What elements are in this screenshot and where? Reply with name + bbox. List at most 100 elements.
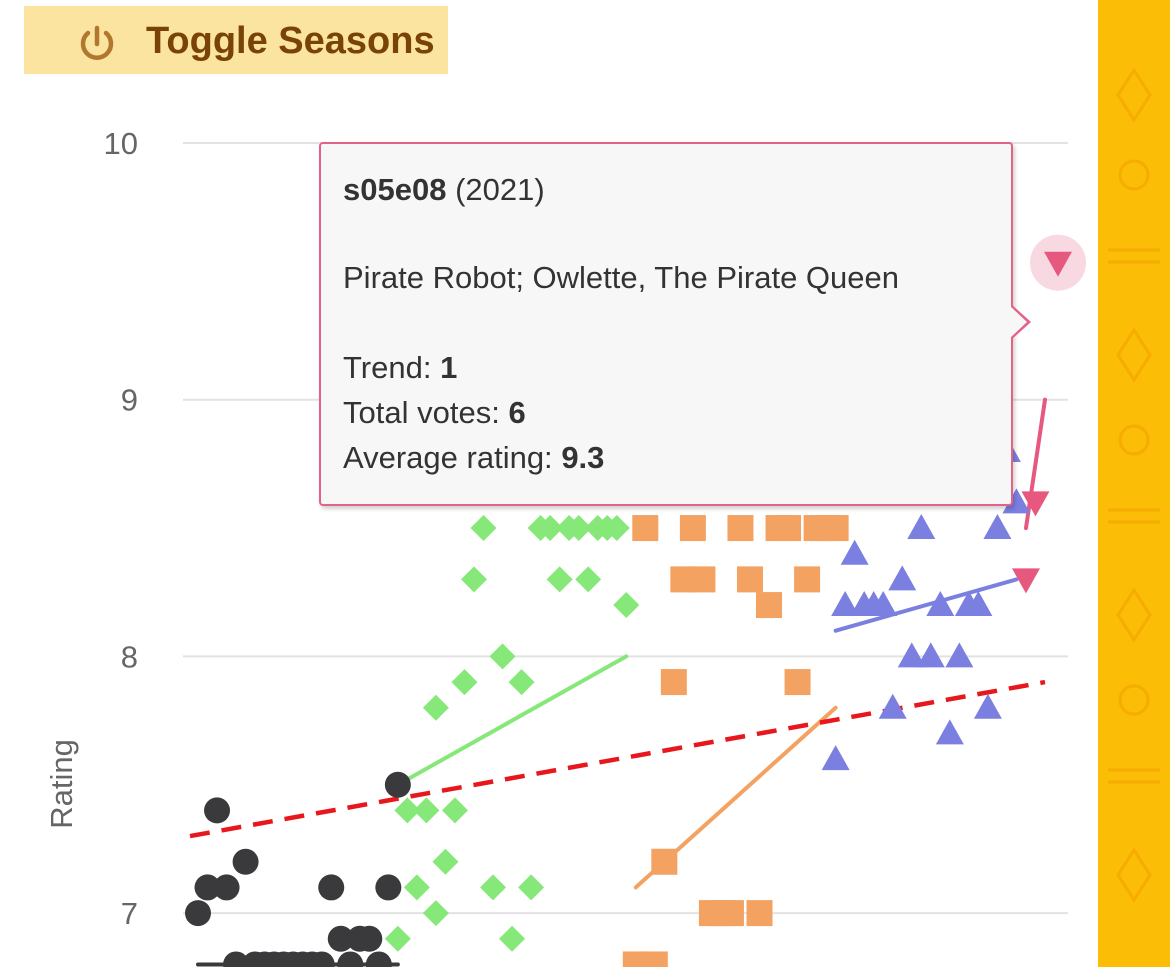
season-1-point[interactable]	[384, 771, 411, 798]
season-2-point[interactable]	[451, 669, 478, 696]
season-3-point[interactable]	[641, 951, 668, 967]
season-4-point[interactable]	[831, 591, 860, 617]
season-2-point[interactable]	[413, 797, 440, 824]
tooltip-avg-label: Average rating:	[343, 440, 553, 475]
episode-tooltip: s05e08 (2021) Pirate Robot; Owlette, The…	[319, 142, 1031, 506]
season-4-point[interactable]	[840, 539, 869, 565]
tooltip-votes: Total votes: 6	[343, 395, 526, 431]
season-2-point[interactable]	[422, 900, 449, 927]
tooltip-trend-label: Trend:	[343, 350, 432, 385]
season-4-point[interactable]	[973, 693, 1002, 719]
season-4-point[interactable]	[935, 719, 964, 745]
season-2-point[interactable]	[575, 566, 602, 593]
season-2-point[interactable]	[489, 643, 516, 670]
decorative-side-band	[1098, 0, 1170, 967]
tooltip-avg: Average rating: 9.3	[343, 440, 604, 476]
season-3-point[interactable]	[679, 515, 706, 542]
tooltip-heading: s05e08 (2021)	[343, 172, 545, 208]
overall-trend-line	[189, 679, 1046, 839]
tooltip-votes-value: 6	[508, 395, 526, 430]
season-4-trend-line	[833, 577, 1019, 633]
season-2-point[interactable]	[518, 874, 545, 901]
tooltip-pointer-inner	[1010, 306, 1027, 338]
y-tick-label-7: 7	[121, 896, 138, 931]
pattern-decoration	[1108, 67, 1160, 903]
season-4-point[interactable]	[821, 745, 850, 771]
season-2-point[interactable]	[546, 566, 573, 593]
y-axis-label: Rating	[44, 739, 79, 829]
y-tick-label-8: 8	[121, 639, 138, 674]
season-2-point[interactable]	[422, 694, 449, 721]
season-2-point[interactable]	[441, 797, 468, 824]
season-3-point[interactable]	[822, 515, 849, 542]
season-2-point[interactable]	[480, 874, 507, 901]
season-1-point[interactable]	[318, 874, 345, 901]
season-3-point[interactable]	[736, 566, 763, 593]
season-4-point[interactable]	[964, 591, 993, 617]
season-1-point[interactable]	[204, 797, 231, 824]
season-3-point[interactable]	[632, 515, 659, 542]
rating-chart: 7 8 9 10 Rating	[44, 126, 1086, 967]
season-3-point[interactable]	[651, 848, 678, 875]
season-4-point[interactable]	[878, 693, 907, 719]
season-2-point[interactable]	[384, 925, 411, 952]
season-2-point[interactable]	[603, 515, 630, 542]
y-tick-label-10: 10	[104, 126, 138, 161]
season-1-point[interactable]	[232, 848, 259, 875]
y-axis-ticks: 7 8 9 10	[104, 126, 138, 931]
season-1-point[interactable]	[213, 874, 240, 901]
season-2-point[interactable]	[460, 566, 487, 593]
season-4-point[interactable]	[888, 565, 917, 591]
season-2-point[interactable]	[537, 515, 564, 542]
season-1-point[interactable]	[337, 951, 364, 967]
y-tick-label-9: 9	[121, 383, 138, 418]
toggle-seasons-button[interactable]: Toggle Seasons	[24, 6, 448, 74]
season-4-point[interactable]	[926, 591, 955, 617]
season-3-point[interactable]	[727, 515, 754, 542]
season-2-point[interactable]	[499, 925, 526, 952]
season-4-point[interactable]	[869, 591, 898, 617]
season-1-point[interactable]	[194, 874, 221, 901]
season-1-point[interactable]	[375, 874, 402, 901]
season-5-trend-line	[1023, 397, 1047, 531]
season-4-point[interactable]	[897, 642, 926, 668]
season-5-point[interactable]	[1011, 568, 1040, 594]
season-4-point[interactable]	[983, 514, 1012, 540]
season-1-point[interactable]	[365, 951, 392, 967]
season-1-point[interactable]	[308, 951, 335, 967]
tooltip-trend: Trend: 1	[343, 350, 457, 386]
season-3-point[interactable]	[794, 566, 821, 593]
season-5-point[interactable]	[1021, 491, 1050, 517]
tooltip-trend-value: 1	[440, 350, 458, 385]
season-2-point[interactable]	[565, 515, 592, 542]
toggle-seasons-label: Toggle Seasons	[146, 20, 435, 62]
season-3-point[interactable]	[784, 669, 811, 696]
season-4-point[interactable]	[916, 642, 945, 668]
season-2-point[interactable]	[508, 669, 535, 696]
season-2-point[interactable]	[470, 515, 497, 542]
season-1-point[interactable]	[356, 925, 383, 952]
season-4-point[interactable]	[945, 642, 974, 668]
season-3-point[interactable]	[756, 592, 783, 619]
season-4-point[interactable]	[907, 514, 936, 540]
season-3-point[interactable]	[689, 566, 716, 593]
season-1-point[interactable]	[185, 900, 211, 927]
season-5-point[interactable]	[1044, 251, 1072, 277]
season-3-point[interactable]	[717, 900, 744, 927]
tooltip-year: (2021)	[455, 172, 545, 207]
season-3-point[interactable]	[775, 515, 802, 542]
season-4-point[interactable]	[1002, 488, 1031, 514]
tooltip-episode: s05e08	[343, 172, 447, 207]
power-icon	[80, 25, 114, 60]
tooltip-avg-value: 9.3	[561, 440, 605, 475]
tooltip-votes-label: Total votes:	[343, 395, 500, 430]
season-3-point[interactable]	[746, 900, 773, 927]
season-2-point[interactable]	[394, 797, 421, 824]
season-2-point[interactable]	[432, 848, 459, 875]
data-points[interactable]	[185, 234, 1086, 967]
season-2-point[interactable]	[613, 592, 640, 619]
season-3-point[interactable]	[660, 669, 687, 696]
season-2-point[interactable]	[403, 874, 430, 901]
season-2-trend-line	[395, 654, 629, 787]
season-1-point[interactable]	[327, 925, 354, 952]
